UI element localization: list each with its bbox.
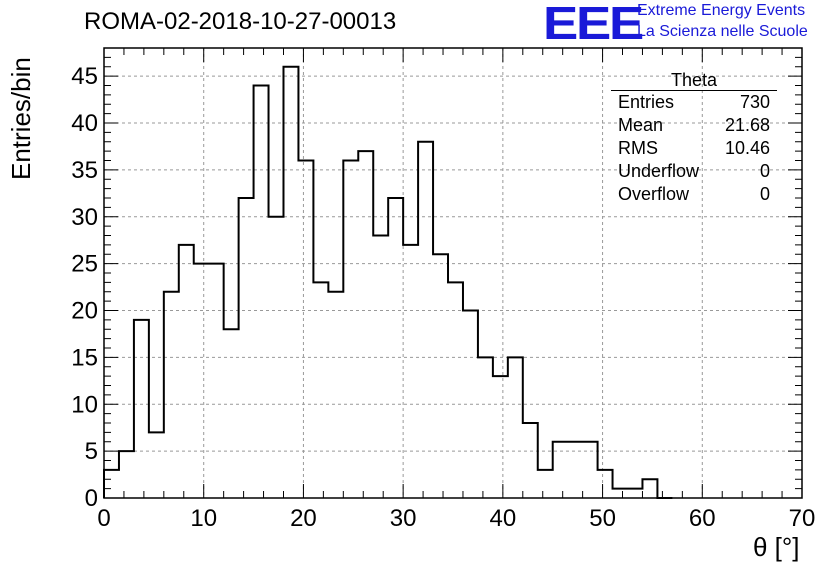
stats-value: 10.46 <box>724 138 770 158</box>
y-tick-label: 10 <box>71 391 98 418</box>
stats-row-underflow: Underflow 0 <box>611 160 777 183</box>
stats-row-rms: RMS 10.46 <box>611 137 777 160</box>
stats-box: Theta Entries 730 Mean 21.68 RMS 10.46 U… <box>611 70 777 206</box>
x-axis-label: θ [°] <box>753 532 800 562</box>
stats-row-mean: Mean 21.68 <box>611 114 777 137</box>
stats-value: 0 <box>759 184 770 204</box>
x-tick-label: 30 <box>390 505 417 532</box>
x-tick-label: 0 <box>97 505 110 532</box>
y-tick-label: 35 <box>71 157 98 184</box>
x-tick-label: 70 <box>789 505 816 532</box>
tick-labels: 0 10 20 30 40 50 60 70 0 5 10 15 20 25 30 35 40 45 <box>71 63 815 532</box>
stats-value: 21.68 <box>724 115 770 135</box>
y-tick-label: 25 <box>71 251 98 278</box>
stats-value: 0 <box>759 161 770 181</box>
y-tick-label: 45 <box>71 63 98 90</box>
eee-logo: EEE <box>543 0 644 49</box>
x-tick-label: 50 <box>589 505 616 532</box>
logo-line-1: Extreme Energy Events <box>637 2 806 19</box>
stats-label: Entries <box>618 92 675 112</box>
x-tick-label: 60 <box>689 505 716 532</box>
stats-label: Underflow <box>618 161 700 181</box>
stats-label: Mean <box>618 115 664 135</box>
stats-row-overflow: Overflow 0 <box>611 183 777 206</box>
x-tick-label: 40 <box>490 505 517 532</box>
stats-label: RMS <box>618 138 658 158</box>
y-tick-label: 40 <box>71 110 98 137</box>
y-tick-label: 15 <box>71 344 98 371</box>
chart-title: ROMA-02-2018-10-27-00013 <box>84 8 397 35</box>
stats-row-entries: Entries 730 <box>611 91 777 114</box>
y-axis-label: Entries/bin <box>6 57 36 180</box>
y-tick-label: 20 <box>71 298 98 325</box>
x-tick-label: 10 <box>190 505 217 532</box>
logo-line-2: La Scienza nelle Scuole <box>637 23 808 40</box>
y-tick-label: 0 <box>85 485 98 512</box>
y-tick-label: 30 <box>71 204 98 231</box>
y-tick-label: 5 <box>85 438 98 465</box>
stats-title: Theta <box>611 70 777 91</box>
stats-label: Overflow <box>618 184 690 204</box>
stats-value: 730 <box>739 92 770 112</box>
x-tick-label: 20 <box>290 505 317 532</box>
axis-ticks <box>103 47 803 499</box>
histogram-outline <box>103 65 673 499</box>
